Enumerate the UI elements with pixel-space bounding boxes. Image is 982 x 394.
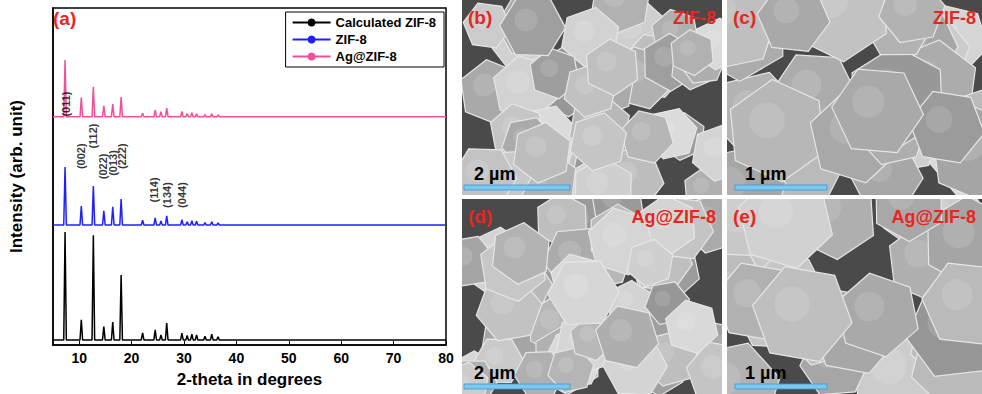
svg-text:2 µm: 2 µm xyxy=(474,164,515,184)
svg-text:(b): (b) xyxy=(468,7,492,28)
svg-text:(d): (d) xyxy=(468,206,492,227)
svg-text:Ag@ZIF-8: Ag@ZIF-8 xyxy=(336,49,397,64)
svg-text:Ag@ZIF-8: Ag@ZIF-8 xyxy=(631,207,716,227)
svg-text:20: 20 xyxy=(124,350,140,366)
svg-text:1 µm: 1 µm xyxy=(745,363,786,383)
svg-text:10: 10 xyxy=(71,350,87,366)
svg-text:50: 50 xyxy=(281,350,297,366)
svg-text:(e): (e) xyxy=(733,206,756,227)
svg-text:Calculated ZIF-8: Calculated ZIF-8 xyxy=(336,15,436,30)
svg-text:(c): (c) xyxy=(733,7,756,28)
svg-text:1 µm: 1 µm xyxy=(745,164,786,184)
svg-text:Intensity (arb. unit): Intensity (arb. unit) xyxy=(7,100,26,253)
svg-text:(134): (134) xyxy=(161,182,173,208)
svg-text:30: 30 xyxy=(176,350,192,366)
svg-text:ZIF-8: ZIF-8 xyxy=(336,32,367,47)
svg-text:(a): (a) xyxy=(53,8,76,29)
svg-text:ZIF-8: ZIF-8 xyxy=(933,8,976,28)
svg-text:40: 40 xyxy=(229,350,245,366)
svg-text:70: 70 xyxy=(386,350,402,366)
svg-text:80: 80 xyxy=(438,350,454,366)
svg-text:(044): (044) xyxy=(176,182,188,208)
svg-text:(002): (002) xyxy=(75,143,87,169)
svg-text:(114): (114) xyxy=(148,177,160,202)
svg-text:(022): (022) xyxy=(97,153,110,180)
svg-text:(013): (013) xyxy=(107,150,120,176)
svg-text:ZIF-8: ZIF-8 xyxy=(673,8,716,28)
svg-text:2 µm: 2 µm xyxy=(474,363,515,383)
svg-text:(112): (112) xyxy=(87,123,99,148)
svg-text:(011): (011) xyxy=(60,91,72,116)
svg-text:Ag@ZIF-8: Ag@ZIF-8 xyxy=(891,207,976,227)
svg-text:60: 60 xyxy=(333,350,349,366)
svg-text:2-theta in degrees: 2-theta in degrees xyxy=(177,370,323,389)
svg-text:(222): (222) xyxy=(116,143,128,169)
